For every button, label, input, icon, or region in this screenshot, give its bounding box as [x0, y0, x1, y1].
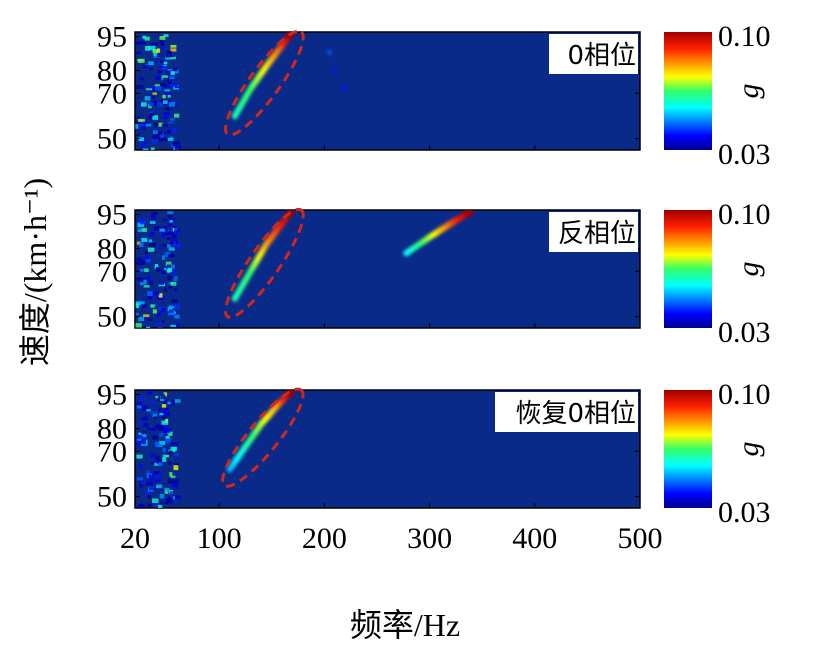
colorbar-variable-label: g [732, 262, 765, 277]
ridge-2 [403, 210, 474, 257]
y-tick-label-70: 70 [97, 77, 127, 110]
highlight-ellipse [221, 387, 305, 488]
y-tick-label-50: 50 [97, 123, 127, 156]
colorbar: 0.10 0.03 g [664, 20, 771, 171]
x-tick-label-300: 300 [407, 522, 452, 555]
svg-text:反相位: 反相位 [558, 219, 636, 249]
y-axis-title: 速度/(km·h⁻¹) [17, 178, 53, 366]
colorbar-variable-label: g [732, 84, 765, 99]
y-tick-label-95: 95 [97, 21, 127, 54]
low-frequency-noise [135, 34, 182, 150]
svg-text:恢复0相位: 恢复0相位 [515, 399, 636, 429]
y-tick-label-80: 80 [97, 413, 127, 446]
svg-text:0相位: 0相位 [567, 41, 636, 71]
y-tick-label-95: 95 [97, 379, 127, 412]
colorbar: 0.10 0.03 g [664, 378, 771, 529]
x-tick-label-500: 500 [618, 522, 663, 555]
colorbar: 0.10 0.03 g [664, 198, 771, 349]
y-tick-label-95: 95 [97, 199, 127, 232]
x-tick-label-400: 400 [512, 522, 557, 555]
panels: 507080950相位0.100.03g50708095反相位0.100.03g… [97, 20, 771, 529]
panel-label: 恢复0相位 [495, 392, 638, 432]
panel-label: 反相位 [549, 212, 638, 252]
colorbar-variable-label: g [732, 442, 765, 457]
spot-2 [327, 50, 346, 91]
colorbar-gradient [664, 32, 712, 150]
x-axis-ticks: 20 100 200 300 400 500 [120, 522, 663, 555]
panel-label: 0相位 [549, 34, 638, 74]
colorbar-max-label: 0.10 [718, 378, 771, 411]
low-frequency-noise [135, 390, 181, 508]
colorbar-gradient [664, 390, 712, 508]
colorbar-max-label: 0.10 [718, 198, 771, 231]
y-tick-label-50: 50 [97, 301, 127, 334]
y-tick-label-70: 70 [97, 435, 127, 468]
colorbar-gradient [664, 210, 712, 328]
x-tick-label-200: 200 [302, 522, 347, 555]
y-tick-label-80: 80 [97, 233, 127, 266]
y-tick-label-50: 50 [97, 481, 127, 514]
plot-area [134, 389, 641, 509]
ridge-1 [231, 210, 295, 302]
y-tick-label-80: 80 [97, 55, 127, 88]
colorbar-max-label: 0.10 [718, 20, 771, 53]
colorbar-min-label: 0.03 [718, 496, 771, 529]
y-tick-label-70: 70 [97, 255, 127, 288]
x-tick-label-20: 20 [120, 522, 150, 555]
x-axis-title: 频率/Hz [350, 607, 460, 643]
highlight-ellipse [224, 207, 305, 319]
x-tick-label-100: 100 [197, 522, 242, 555]
low-frequency-noise [135, 211, 181, 328]
colorbar-min-label: 0.03 [718, 138, 771, 171]
colorbar-min-label: 0.03 [718, 316, 771, 349]
